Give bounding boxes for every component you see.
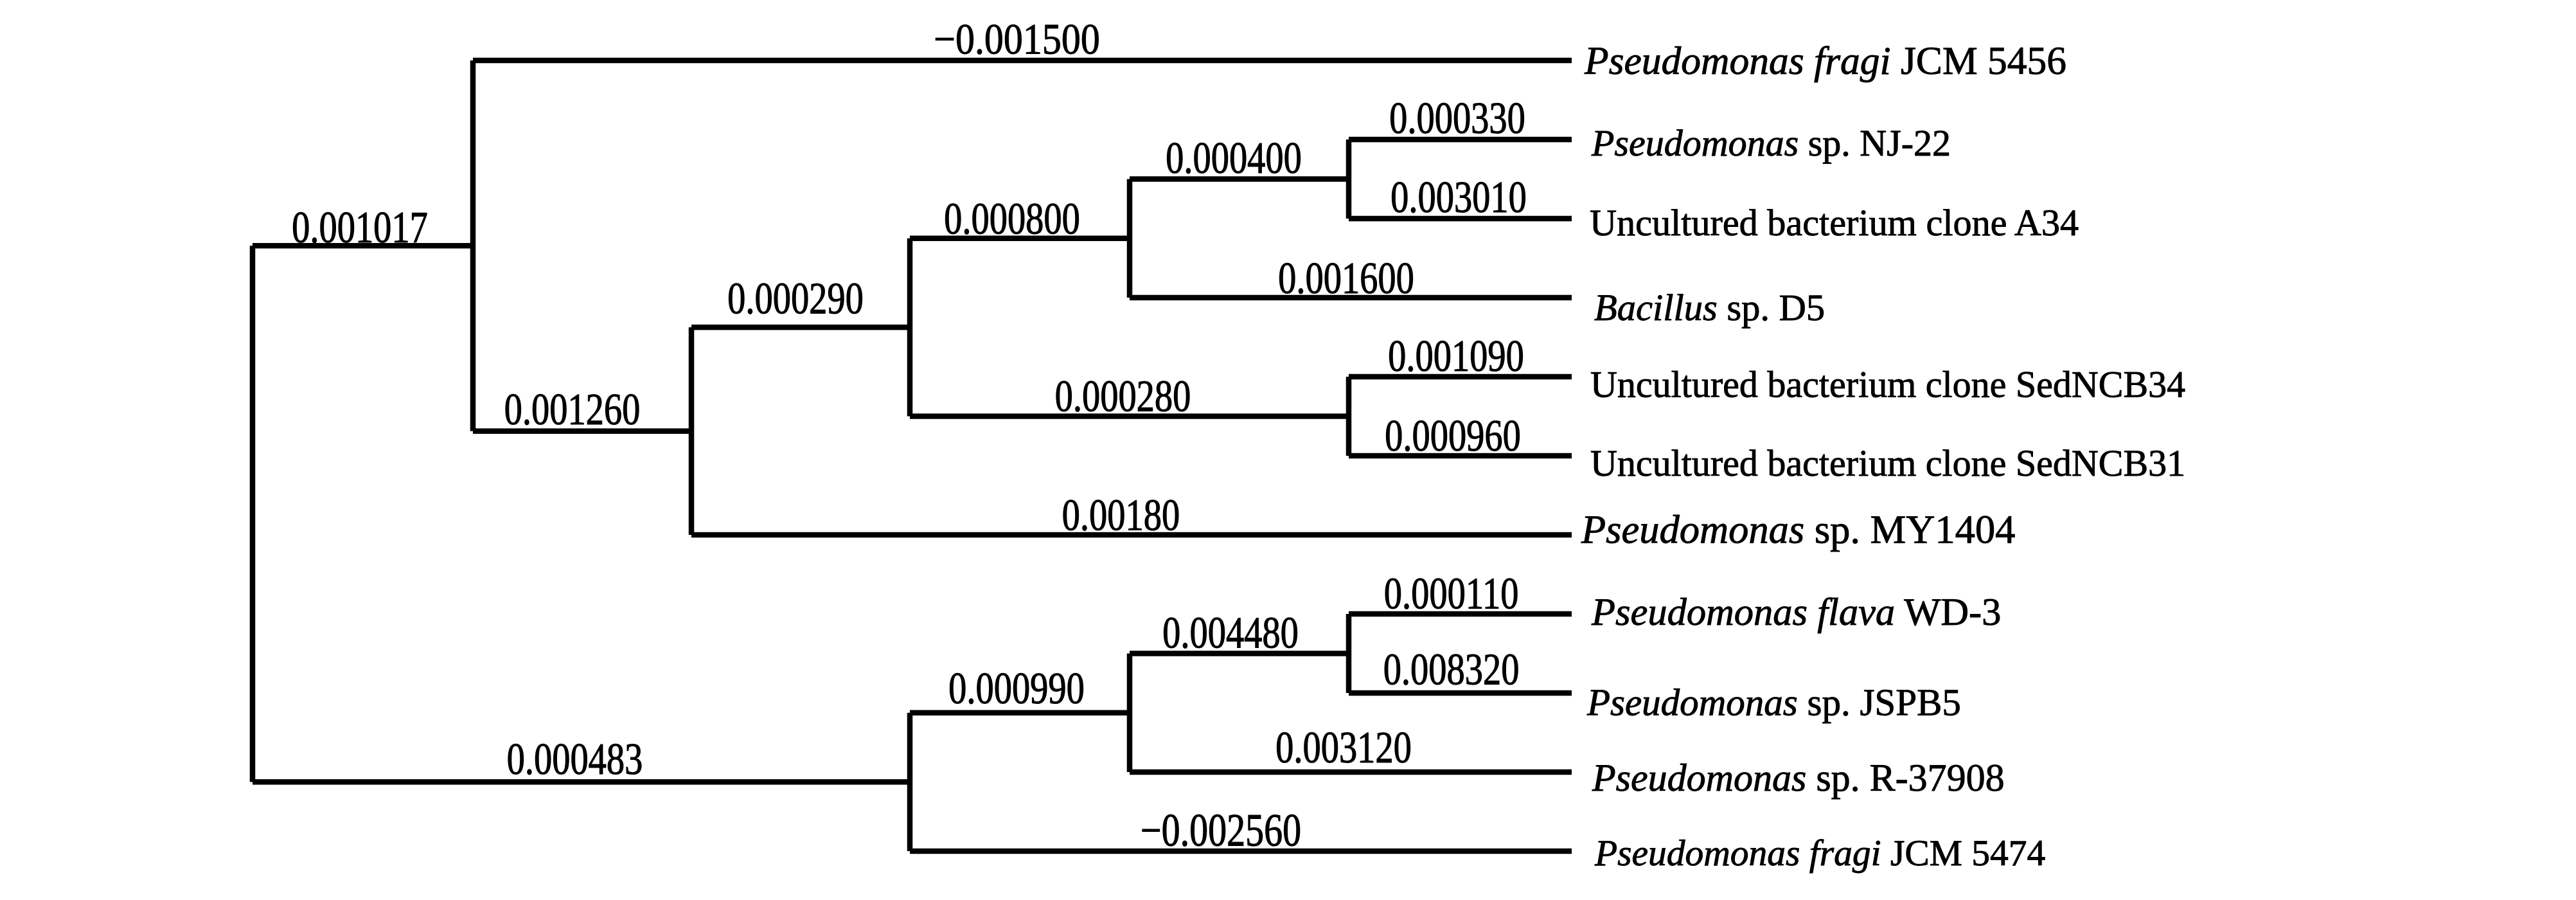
svg-text:Pseudomonas sp. MY1404: Pseudomonas sp. MY1404 — [1581, 507, 2015, 552]
svg-text:0.00180: 0.00180 — [1062, 490, 1180, 540]
svg-text:Uncultured bacterium clone A34: Uncultured bacterium clone A34 — [1590, 202, 2079, 244]
svg-text:Pseudomonas fragi JCM 5456: Pseudomonas fragi JCM 5456 — [1584, 39, 2066, 83]
svg-text:Pseudomonas sp. R-37908: Pseudomonas sp. R-37908 — [1592, 757, 2005, 799]
svg-text:Uncultured bacterium clone Sed: Uncultured bacterium clone SedNCB31 — [1590, 442, 2185, 484]
svg-text:0.004480: 0.004480 — [1162, 608, 1299, 658]
svg-text:0.000800: 0.000800 — [944, 194, 1080, 244]
svg-text:0.001017: 0.001017 — [292, 202, 428, 252]
svg-text:Pseudomonas sp. JSPB5: Pseudomonas sp. JSPB5 — [1586, 681, 1961, 724]
svg-text:Pseudomonas flava WD-3: Pseudomonas flava WD-3 — [1591, 591, 2001, 634]
svg-text:0.000110: 0.000110 — [1384, 568, 1519, 618]
svg-text:0.003120: 0.003120 — [1275, 722, 1412, 772]
svg-text:0.000990: 0.000990 — [948, 663, 1085, 713]
svg-text:0.000290: 0.000290 — [727, 273, 864, 323]
svg-text:Bacillus sp. D5: Bacillus sp. D5 — [1594, 287, 1825, 328]
svg-text:0.000400: 0.000400 — [1166, 132, 1302, 183]
svg-text:Uncultured bacterium clone Sed: Uncultured bacterium clone SedNCB34 — [1590, 364, 2185, 406]
svg-text:0.000330: 0.000330 — [1389, 93, 1525, 143]
svg-text:0.001600: 0.001600 — [1278, 253, 1414, 303]
svg-text:0.008320: 0.008320 — [1383, 644, 1520, 694]
svg-text:Pseudomonas sp. NJ-22: Pseudomonas sp. NJ-22 — [1591, 122, 1951, 164]
svg-text:−0.002560: −0.002560 — [1141, 806, 1301, 856]
svg-text:Pseudomonas fragi JCM 5474: Pseudomonas fragi JCM 5474 — [1594, 833, 2045, 874]
svg-text:0.000483: 0.000483 — [507, 734, 643, 784]
svg-text:0.001090: 0.001090 — [1388, 330, 1524, 381]
svg-text:0.003010: 0.003010 — [1390, 172, 1527, 222]
svg-text:−0.001500: −0.001500 — [934, 15, 1100, 63]
svg-text:0.000960: 0.000960 — [1385, 410, 1521, 460]
svg-text:0.000280: 0.000280 — [1055, 371, 1191, 421]
svg-text:0.001260: 0.001260 — [504, 384, 641, 434]
